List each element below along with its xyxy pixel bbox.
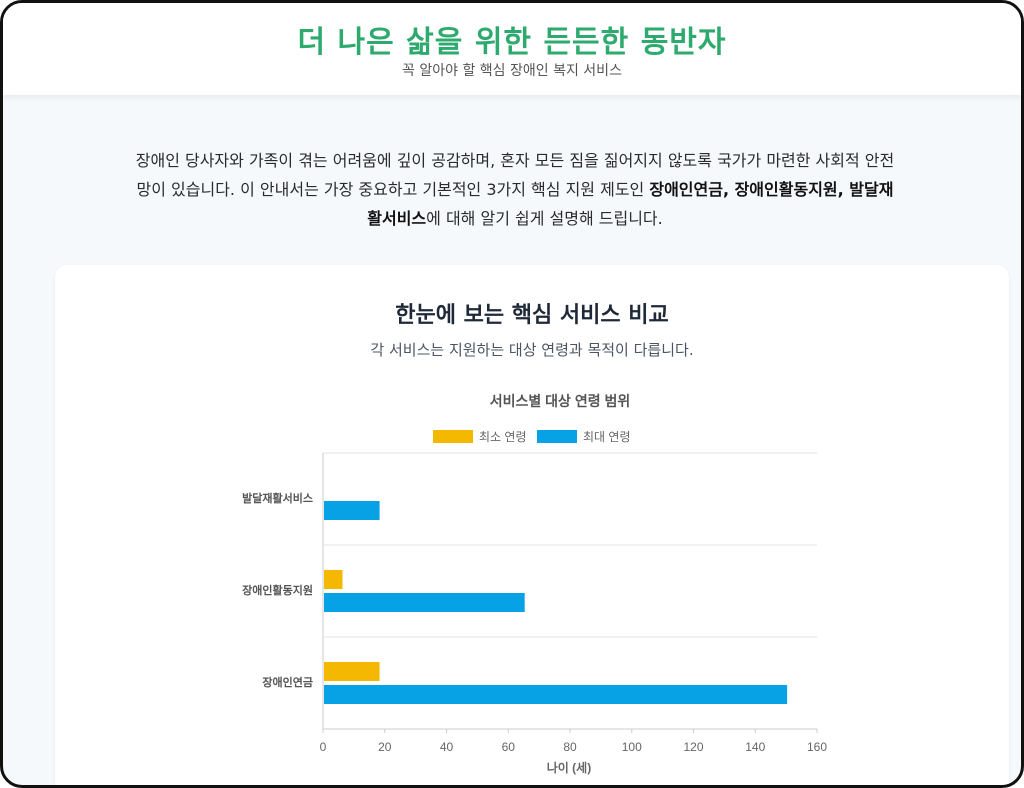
legend-swatch bbox=[537, 430, 577, 443]
intro-text: 장애인 당사자와 가족이 겪는 어려움에 깊이 공감하며, 혼자 모든 짐을 짊… bbox=[135, 151, 895, 199]
x-tick-label: 80 bbox=[563, 740, 577, 754]
bar-min bbox=[324, 662, 380, 681]
bar-max bbox=[324, 501, 380, 520]
x-tick-label: 40 bbox=[440, 740, 454, 754]
bar-min bbox=[324, 570, 343, 589]
x-tick-label: 140 bbox=[745, 740, 765, 754]
page-subtitle: 꼭 알아야 할 핵심 장애인 복지 서비스 bbox=[402, 63, 622, 79]
x-tick-label: 60 bbox=[502, 740, 516, 754]
category-label: 장애인활동지원 bbox=[242, 583, 313, 597]
x-tick-label: 160 bbox=[807, 740, 827, 754]
intro-paragraph: 장애인 당사자와 가족이 겪는 어려움에 깊이 공감하며, 혼자 모든 짐을 짊… bbox=[133, 146, 897, 233]
page-header: 더 나은 삶을 위한 든든한 동반자 꼭 알아야 할 핵심 장애인 복지 서비스 bbox=[3, 3, 1021, 95]
bar-max bbox=[324, 593, 525, 612]
legend-swatch bbox=[433, 430, 473, 443]
intro-highlight: 장애인연금, 장애인활동지원, 발달재활서비스 bbox=[367, 180, 894, 228]
comparison-card: 한눈에 보는 핵심 서비스 비교 각 서비스는 지원하는 대상 연령과 목적이 … bbox=[55, 265, 1009, 785]
x-tick-label: 20 bbox=[378, 740, 392, 754]
section-title: 한눈에 보는 핵심 서비스 비교 bbox=[395, 303, 669, 328]
section-description: 각 서비스는 지원하는 대상 연령과 목적이 다릅니다. bbox=[370, 341, 694, 359]
category-label: 발달재활서비스 bbox=[242, 491, 313, 505]
page-title: 더 나은 삶을 위한 든든한 동반자 bbox=[297, 25, 727, 60]
intro-text-end: 에 대해 알기 쉽게 설명해 드립니다. bbox=[426, 209, 663, 228]
x-tick-label: 100 bbox=[622, 740, 642, 754]
x-tick-label: 120 bbox=[683, 740, 703, 754]
bar-max bbox=[324, 685, 788, 704]
category-label: 장애인연금 bbox=[262, 675, 313, 689]
legend-label: 최소 연령 bbox=[479, 430, 527, 444]
legend-label: 최대 연령 bbox=[583, 430, 631, 444]
x-tick-label: 0 bbox=[320, 740, 327, 754]
x-axis-label: 나이 (세) bbox=[547, 760, 591, 775]
chart-title: 서비스별 대상 연령 범위 bbox=[490, 393, 630, 409]
